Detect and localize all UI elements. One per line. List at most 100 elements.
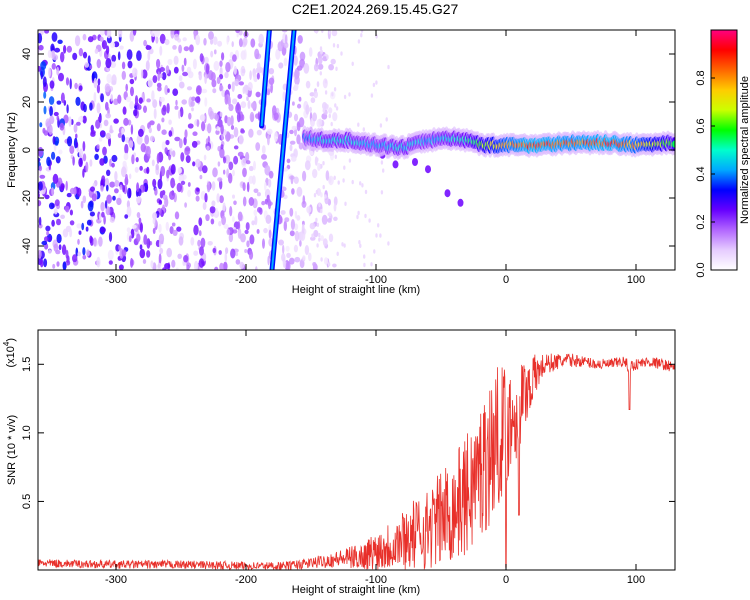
- noise-cell: [239, 261, 245, 269]
- noise-cell: [99, 158, 105, 166]
- noise-cell: [333, 216, 338, 221]
- noise-cell: [380, 160, 384, 165]
- noise-cell: [140, 143, 146, 153]
- noise-cell: [78, 48, 84, 57]
- noise-cell: [195, 34, 201, 46]
- noise-cell: [238, 38, 243, 48]
- snr-x-label: Height of straight line (km): [292, 584, 420, 596]
- noise-cell: [240, 50, 246, 61]
- noise-cell: [170, 30, 175, 39]
- noise-cell: [243, 84, 249, 92]
- noise-cell: [202, 202, 207, 211]
- noise-cell: [145, 60, 150, 71]
- noise-cell: [232, 194, 235, 199]
- secondary-trace-cell: [425, 165, 431, 174]
- noise-cell: [387, 64, 390, 70]
- noise-cell: [52, 103, 56, 113]
- noise-cell: [157, 71, 161, 82]
- noise-cell: [51, 32, 58, 42]
- noise-cell: [256, 62, 261, 70]
- noise-cell: [289, 257, 295, 265]
- noise-cell: [125, 173, 128, 181]
- noise-cell: [166, 103, 170, 114]
- noise-cell: [219, 111, 223, 117]
- noise-cell: [190, 237, 195, 246]
- noise-cell: [273, 131, 278, 142]
- noise-cell: [121, 134, 126, 143]
- noise-cell: [311, 233, 314, 238]
- colorbar: 0.0 0.2 0.4 0.6 0.8 Normalized spectral ampl…: [695, 29, 750, 278]
- noise-cell: [370, 262, 373, 267]
- noise-cell: [205, 63, 210, 75]
- noise-cell: [254, 48, 260, 60]
- noise-cell: [94, 153, 99, 160]
- noise-cell: [302, 170, 307, 182]
- noise-cell: [87, 55, 91, 65]
- noise-cell: [197, 239, 201, 247]
- noise-cell: [153, 108, 157, 120]
- noise-cell: [215, 129, 220, 135]
- noise-cell: [245, 151, 250, 162]
- noise-cell: [66, 136, 73, 147]
- noise-cell: [219, 147, 225, 159]
- noise-cell: [185, 155, 191, 164]
- noise-cell: [320, 208, 323, 214]
- noise-cell: [43, 130, 49, 136]
- noise-cell: [253, 73, 258, 83]
- noise-cell: [327, 262, 331, 267]
- colorbar-tick-label: 0.6: [695, 118, 707, 133]
- noise-cell: [282, 257, 286, 268]
- noise-cell: [221, 52, 225, 61]
- noise-cell: [248, 165, 254, 172]
- noise-cell: [187, 182, 191, 187]
- noise-cell: [316, 243, 319, 248]
- noise-cell: [217, 177, 223, 182]
- noise-cell: [39, 122, 43, 128]
- noise-cell: [323, 257, 329, 265]
- noise-cell: [51, 151, 56, 160]
- noise-cell: [78, 157, 83, 168]
- noise-cell: [373, 249, 376, 254]
- noise-cell: [232, 54, 237, 62]
- noise-cell: [181, 64, 185, 73]
- noise-cell: [198, 217, 203, 227]
- noise-cell: [322, 238, 328, 247]
- noise-cell: [264, 165, 271, 176]
- noise-cell: [246, 96, 249, 101]
- noise-cell: [289, 129, 294, 135]
- noise-cell: [46, 156, 51, 167]
- noise-cell: [52, 263, 56, 269]
- noise-cell: [78, 85, 83, 91]
- noise-cell: [84, 62, 90, 68]
- y-tick-label: 1.5: [21, 357, 33, 372]
- noise-cell: [164, 197, 169, 208]
- noise-cell: [233, 145, 239, 150]
- noise-cell: [192, 161, 196, 167]
- noise-cell: [300, 230, 306, 242]
- noise-cell: [104, 83, 111, 93]
- noise-cell: [174, 33, 180, 41]
- noise-cell: [132, 224, 137, 229]
- noise-cell: [121, 70, 127, 80]
- noise-cell: [196, 119, 200, 128]
- noise-cell: [54, 199, 60, 207]
- noise-cell: [129, 78, 135, 85]
- snr-y-scale: (x104): [2, 338, 17, 368]
- noise-cell: [315, 189, 319, 195]
- noise-cell: [159, 45, 163, 56]
- noise-cell: [205, 138, 209, 145]
- noise-cell: [161, 141, 166, 151]
- noise-cell: [343, 243, 346, 248]
- noise-cell: [187, 189, 192, 198]
- noise-cell: [183, 46, 190, 52]
- noise-cell: [278, 62, 284, 69]
- noise-cell: [111, 162, 115, 168]
- noise-cell: [159, 73, 163, 79]
- noise-cell: [299, 51, 306, 61]
- noise-cell: [192, 58, 197, 70]
- noise-cell: [103, 215, 106, 225]
- noise-cell: [283, 57, 288, 67]
- noise-cell: [110, 61, 117, 69]
- noise-cell: [281, 30, 288, 33]
- noise-cell: [78, 116, 82, 123]
